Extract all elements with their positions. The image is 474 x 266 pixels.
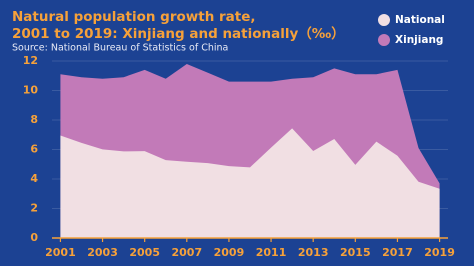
x-tick-label: 2009 (214, 246, 245, 259)
x-tick-label: 2005 (129, 246, 160, 259)
legend-label: National (395, 14, 445, 26)
x-tick-label: 2017 (382, 246, 413, 259)
x-tick-label: 2019 (424, 246, 455, 259)
chart-title: Natural population growth rate, (12, 9, 256, 25)
x-tick-label: 2013 (298, 246, 329, 259)
y-tick-label: 8 (30, 113, 38, 126)
y-tick-label: 6 (30, 143, 38, 156)
y-tick-label: 10 (23, 84, 39, 97)
x-tick-label: 2003 (87, 246, 118, 259)
x-tick-label: 2001 (45, 246, 76, 259)
area (60, 128, 440, 238)
x-tick-label: 2007 (171, 246, 202, 259)
x-tick-label: 2011 (256, 246, 287, 259)
chart-title: 2001 to 2019: Xinjiang and nationally（‰） (12, 26, 345, 42)
x-tick-label: 2015 (340, 246, 371, 259)
y-tick-label: 4 (30, 172, 38, 185)
legend-swatch (378, 14, 390, 26)
legend-label: Xinjiang (395, 34, 443, 46)
y-tick-label: 0 (30, 231, 38, 244)
y-tick-label: 2 (30, 202, 38, 215)
legend-swatch (378, 34, 390, 46)
chart-subtitle: Source: National Bureau of Statistics of… (12, 43, 228, 54)
y-tick-label: 12 (23, 54, 38, 67)
